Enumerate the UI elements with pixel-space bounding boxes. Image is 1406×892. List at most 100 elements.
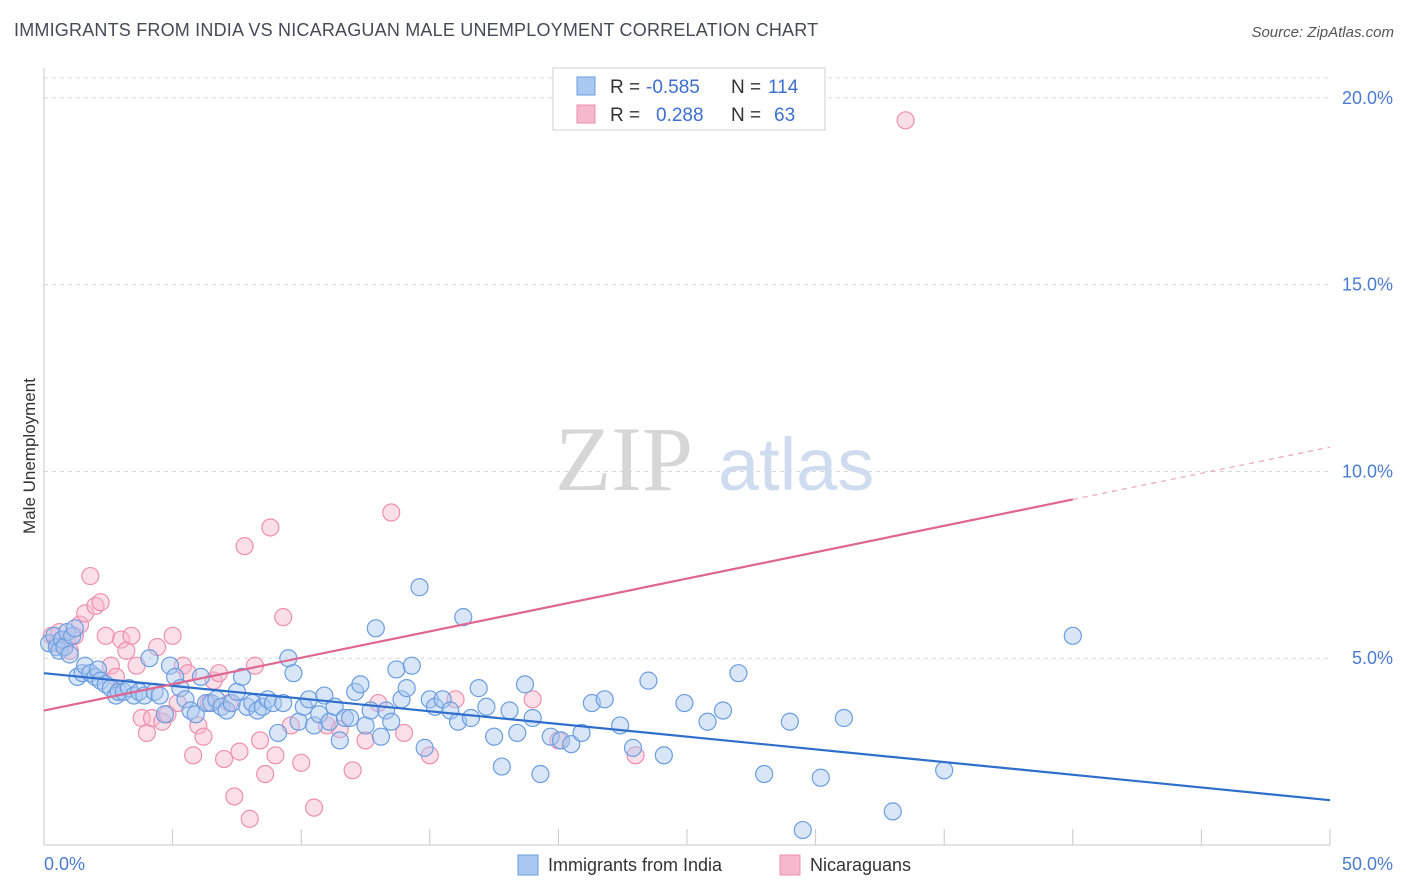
nic-point-15: [112, 630, 131, 649]
india-point-8: [63, 626, 82, 645]
india-point-71: [371, 727, 391, 746]
nic-point-59: [523, 690, 542, 709]
india-trend-line: [43, 672, 1331, 802]
india-point-33: [176, 690, 195, 709]
series-legend-nic-swatch: [779, 854, 801, 876]
india-point-116: [935, 761, 954, 780]
nic-point-62: [896, 111, 915, 130]
nic-point-58: [446, 690, 465, 709]
nic-point-43: [256, 764, 275, 784]
nic-point-40: [240, 809, 259, 828]
nic-point-37: [225, 787, 244, 806]
india-point-87: [469, 679, 488, 698]
india-point-115: [883, 802, 902, 821]
stats-legend-india-r-value: -0.585: [646, 77, 700, 98]
india-point-79: [415, 738, 434, 757]
india-point-103: [623, 738, 643, 757]
india-point-30: [160, 656, 180, 675]
india-point-113: [811, 768, 830, 787]
india-point-111: [780, 712, 799, 731]
india-point-35: [186, 705, 205, 724]
india-point-51: [268, 723, 288, 743]
axes: [43, 68, 1331, 846]
india-point-58: [304, 716, 324, 735]
nic-point-35: [214, 749, 234, 769]
nic-point-25: [163, 626, 182, 645]
series-legend: Immigrants from India Nicaraguans: [517, 854, 911, 876]
india-point-59: [310, 705, 329, 724]
india-point-108: [713, 701, 733, 720]
india-point-101: [595, 690, 614, 709]
india-point-117: [1063, 626, 1082, 645]
india-point-88: [477, 697, 496, 716]
india-point-86: [461, 708, 481, 728]
nic-point-11: [91, 593, 110, 612]
series-legend-india-swatch: [517, 854, 539, 876]
india-point-52: [274, 693, 293, 713]
chart-title: IMMIGRANTS FROM INDIA VS NICARAGUAN MALE…: [14, 20, 819, 40]
nic-trend-extension: [1072, 446, 1331, 501]
watermark-atlas: atlas: [718, 423, 874, 506]
stats-legend-nic-r-value: 0.288: [656, 105, 704, 126]
india-point-78: [410, 578, 429, 597]
india-point-95: [531, 764, 550, 784]
grid-lines: [44, 77, 1330, 659]
stats-legend-india-n-label: N =: [731, 77, 761, 98]
stats-legend-india-n-value: 114: [768, 77, 799, 98]
india-point-77: [402, 656, 421, 675]
nic-point-42: [250, 731, 270, 750]
india-point-99: [572, 723, 591, 743]
nic-point-53: [356, 731, 375, 750]
india-point-109: [729, 664, 748, 683]
y-tick-label-1: 10.0%: [1342, 461, 1393, 481]
india-point-28: [150, 686, 169, 705]
india-point-93: [515, 675, 535, 694]
india-point-29: [155, 705, 174, 724]
nic-point-49: [304, 798, 324, 817]
source-label: Source: ZipAtlas.com: [1251, 24, 1394, 41]
nic-point-56: [394, 723, 414, 743]
stats-legend-nic-swatch: [576, 104, 596, 124]
india-point-64: [335, 708, 355, 728]
india-point-73: [382, 712, 401, 731]
nic-point-17: [122, 626, 141, 645]
stats-legend: R = -0.585 N = 114 R = 0.288 N = 63: [552, 67, 826, 131]
nic-point-48: [292, 753, 311, 772]
india-point-94: [523, 708, 542, 728]
nic-point-9: [81, 566, 100, 586]
india-point-67: [351, 675, 370, 694]
nic-point-12: [96, 626, 115, 645]
india-point-97: [551, 731, 571, 750]
india-point-9: [65, 619, 84, 638]
nic-point-38: [230, 742, 249, 761]
nic-trend-line: [43, 498, 1074, 712]
watermark: ZIP atlas: [555, 408, 874, 510]
nic-point-61: [626, 746, 645, 765]
stats-legend-nic-r-label: R =: [610, 105, 640, 126]
india-point-106: [675, 693, 694, 713]
india-point-110: [755, 764, 774, 784]
india-point-65: [340, 708, 360, 728]
india-point-91: [500, 701, 519, 720]
india-point-63: [330, 731, 349, 750]
india-point-44: [232, 667, 252, 686]
nic-point-39: [235, 537, 254, 556]
y-tick-labels: 5.0% 10.0% 15.0% 20.0%: [1342, 88, 1393, 668]
india-point-112: [793, 820, 812, 840]
india-point-26: [140, 649, 159, 668]
india-point-7: [60, 645, 79, 664]
trend-lines: [43, 446, 1331, 802]
series-legend-nic-label: Nicaraguans: [810, 855, 911, 875]
india-point-114: [834, 708, 853, 728]
y-tick-label-2: 15.0%: [1342, 275, 1393, 295]
nic-point-52: [343, 761, 362, 780]
series-india: [40, 578, 1082, 840]
stats-legend-india-r-label: R =: [610, 77, 640, 98]
stats-legend-nic-n-label: N =: [731, 105, 761, 126]
stats-legend-india-swatch: [576, 76, 596, 96]
india-point-104: [639, 671, 658, 690]
india-point-42: [222, 693, 241, 713]
india-point-89: [485, 727, 504, 746]
x-tick-label-min: 0.0%: [44, 854, 85, 874]
